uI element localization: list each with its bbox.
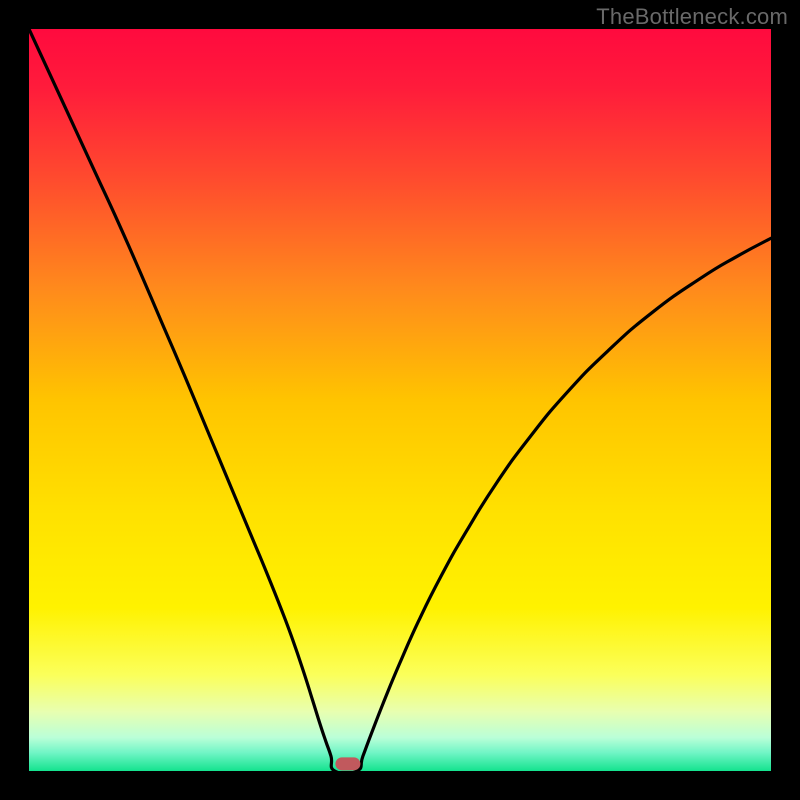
min-indicator (335, 757, 360, 770)
watermark-text: TheBottleneck.com (596, 4, 788, 30)
bottleneck-curve (29, 29, 771, 771)
stage: TheBottleneck.com (0, 0, 800, 800)
plot-area (29, 29, 771, 771)
curve-layer (29, 29, 771, 771)
